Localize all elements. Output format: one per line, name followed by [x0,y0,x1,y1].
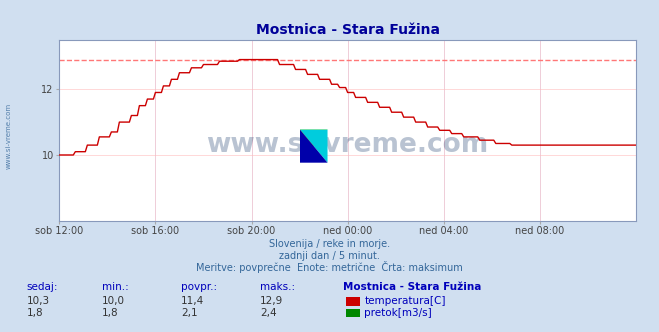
Polygon shape [300,129,328,163]
Text: temperatura[C]: temperatura[C] [364,296,446,306]
Text: 10,0: 10,0 [102,296,125,306]
Text: povpr.:: povpr.: [181,283,217,292]
Polygon shape [300,129,328,163]
Text: zadnji dan / 5 minut.: zadnji dan / 5 minut. [279,251,380,261]
Text: Meritve: povprečne  Enote: metrične  Črta: maksimum: Meritve: povprečne Enote: metrične Črta:… [196,261,463,273]
Text: pretok[m3/s]: pretok[m3/s] [364,308,432,318]
Text: www.si-vreme.com: www.si-vreme.com [5,103,12,169]
Text: 1,8: 1,8 [102,308,119,318]
Text: Mostnica - Stara Fužina: Mostnica - Stara Fužina [343,283,481,292]
Text: 10,3: 10,3 [26,296,49,306]
Text: 2,4: 2,4 [260,308,277,318]
Text: maks.:: maks.: [260,283,295,292]
Text: www.si-vreme.com: www.si-vreme.com [206,132,489,158]
Text: min.:: min.: [102,283,129,292]
Text: 11,4: 11,4 [181,296,204,306]
Polygon shape [300,129,328,163]
Text: 12,9: 12,9 [260,296,283,306]
Text: 1,8: 1,8 [26,308,43,318]
Text: Slovenija / reke in morje.: Slovenija / reke in morje. [269,239,390,249]
Text: 2,1: 2,1 [181,308,198,318]
Text: sedaj:: sedaj: [26,283,58,292]
Title: Mostnica - Stara Fužina: Mostnica - Stara Fužina [256,23,440,37]
